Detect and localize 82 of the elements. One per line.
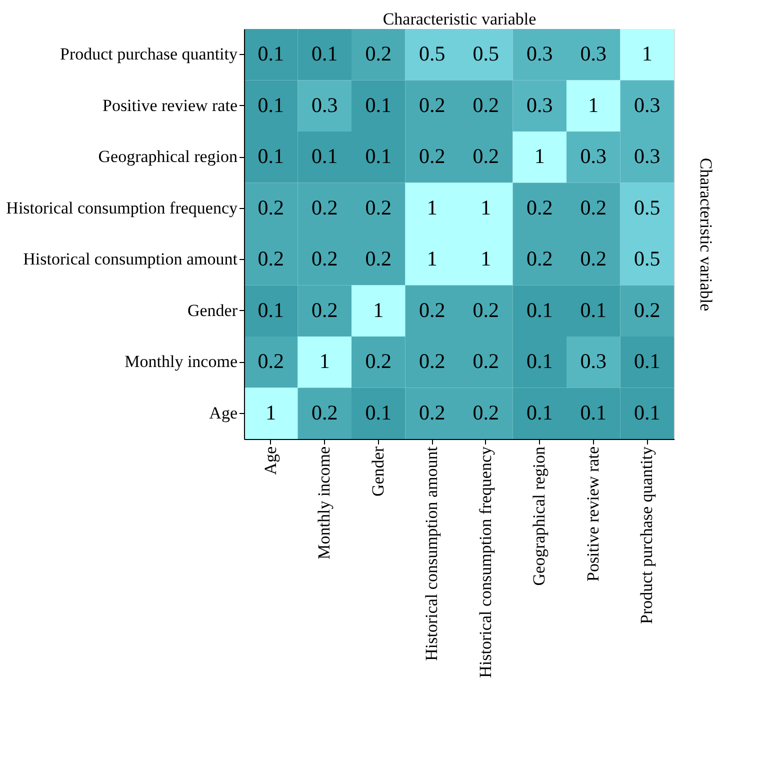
data-label: 1 bbox=[426, 195, 438, 220]
data-label: 1 bbox=[534, 144, 545, 168]
data-label: 0.1 bbox=[526, 298, 553, 322]
data-label: 0.2 bbox=[580, 195, 606, 220]
y-tick-label: Age bbox=[209, 403, 238, 422]
data-label: 0.2 bbox=[312, 195, 338, 220]
data-label: 0.2 bbox=[472, 92, 499, 117]
data-label: 0.2 bbox=[258, 195, 284, 220]
x-tick-label: Product purchase quantity bbox=[637, 446, 656, 624]
data-label: 1 bbox=[588, 92, 599, 117]
data-label: 0.2 bbox=[419, 92, 446, 117]
data-label: 0.3 bbox=[580, 144, 606, 168]
data-label: 0.3 bbox=[580, 349, 606, 374]
x-tick-label: Gender bbox=[368, 446, 388, 497]
data-label: 0.2 bbox=[526, 246, 553, 271]
data-label: 0.1 bbox=[258, 42, 284, 66]
data-label: 0.3 bbox=[526, 92, 553, 117]
data-label: 1 bbox=[319, 349, 330, 374]
data-label: 0.5 bbox=[634, 195, 660, 220]
data-label: 0.2 bbox=[472, 349, 499, 374]
data-label: 0.3 bbox=[312, 92, 338, 117]
data-label: 1 bbox=[480, 246, 492, 271]
data-label: 0.1 bbox=[580, 298, 606, 322]
y-tick-label: Gender bbox=[187, 300, 238, 320]
data-label: 0.5 bbox=[472, 42, 499, 66]
data-label: 0.1 bbox=[634, 400, 660, 424]
data-label: 0.2 bbox=[312, 246, 338, 271]
data-label: 0.2 bbox=[419, 144, 446, 168]
data-label: 0.3 bbox=[580, 42, 606, 66]
data-label: 1 bbox=[480, 195, 492, 220]
data-label: 0.1 bbox=[258, 92, 284, 117]
data-label: 0.2 bbox=[472, 144, 499, 168]
data-label: 0.1 bbox=[258, 298, 284, 322]
x-tick-label: Monthly income bbox=[314, 446, 334, 560]
data-label: 0.1 bbox=[365, 92, 392, 117]
y-tick-label: Product purchase quantity bbox=[60, 44, 238, 64]
data-label: 0.2 bbox=[365, 349, 392, 374]
data-label: 0.1 bbox=[526, 400, 553, 424]
data-label: 0.3 bbox=[634, 92, 660, 117]
data-label: 0.2 bbox=[419, 400, 446, 424]
data-label: 0.5 bbox=[634, 246, 660, 271]
y-tick-label: Positive review rate bbox=[102, 96, 238, 115]
data-label: 0.5 bbox=[419, 42, 446, 66]
data-label: 1 bbox=[373, 298, 384, 322]
data-label: 0.2 bbox=[580, 246, 606, 271]
x-axis-title: Characteristic variable bbox=[382, 10, 536, 28]
data-label: 0.2 bbox=[312, 298, 338, 322]
data-label: 0.3 bbox=[634, 144, 660, 168]
y-tick-label: Historical consumption amount bbox=[23, 250, 238, 269]
x-tick-label: Geographical region bbox=[530, 446, 549, 586]
data-label: 1 bbox=[426, 246, 438, 271]
data-label: 0.1 bbox=[634, 349, 660, 374]
data-label: 0.2 bbox=[634, 298, 660, 322]
data-label: 0.2 bbox=[526, 195, 553, 220]
data-label: 0.1 bbox=[580, 400, 606, 424]
data-label: 0.3 bbox=[526, 42, 553, 66]
data-label: 1 bbox=[642, 42, 652, 66]
y-tick-label: Historical consumption frequency bbox=[6, 198, 238, 218]
y-tick-label: Geographical region bbox=[98, 147, 238, 166]
data-label: 0.2 bbox=[312, 400, 338, 424]
data-label: 0.2 bbox=[472, 400, 499, 424]
data-label: 0.1 bbox=[365, 144, 392, 168]
x-tick-label: Historical consumption amount bbox=[422, 446, 442, 661]
data-label: 0.2 bbox=[365, 42, 392, 66]
data-label: 0.2 bbox=[472, 298, 499, 322]
y-tick-label: Monthly income bbox=[124, 352, 238, 372]
data-label: 0.1 bbox=[365, 400, 392, 424]
data-label: 0.2 bbox=[419, 349, 446, 374]
x-tick-label: Age bbox=[260, 446, 280, 475]
data-label: 0.1 bbox=[312, 144, 338, 168]
y-axis-title: Characteristic variable bbox=[696, 158, 716, 312]
data-label: 0.2 bbox=[365, 246, 392, 271]
data-label: 0.1 bbox=[258, 144, 284, 168]
data-label: 0.2 bbox=[258, 246, 284, 271]
data-label: 0.1 bbox=[312, 42, 338, 66]
data-label: 0.2 bbox=[365, 195, 392, 220]
x-tick-label: Historical consumption frequency bbox=[476, 446, 495, 678]
data-label: 0.1 bbox=[526, 349, 553, 374]
data-label: 1 bbox=[266, 400, 276, 424]
data-label: 0.2 bbox=[419, 298, 446, 322]
x-tick-label: Positive review rate bbox=[583, 446, 602, 582]
data-label: 0.2 bbox=[258, 349, 284, 374]
